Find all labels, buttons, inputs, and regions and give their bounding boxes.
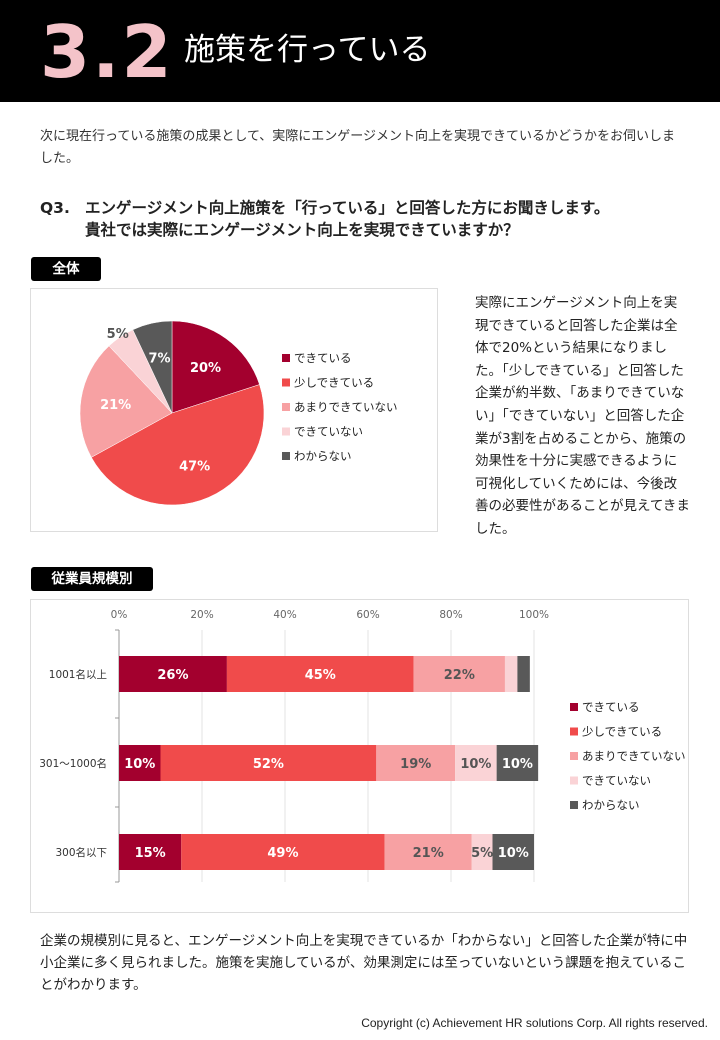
category-label: 1001名以上 <box>49 668 107 681</box>
category-label: 301～1000名 <box>39 757 107 770</box>
bar-segment <box>455 745 497 781</box>
legend-swatch <box>570 703 578 711</box>
legend-swatch <box>282 403 290 411</box>
x-tick-label: 40% <box>273 609 296 621</box>
legend-label: 少しできている <box>582 725 662 739</box>
pie-data-label: 21% <box>100 398 131 413</box>
page-header: 3.2 施策を行っている <box>0 0 720 102</box>
category-label: 300名以下 <box>55 846 107 859</box>
legend-swatch <box>282 452 290 460</box>
bar-segment <box>376 745 456 781</box>
bar-data-label: 49% <box>267 846 298 861</box>
pie-slice <box>79 345 173 458</box>
bar-segment <box>226 656 414 692</box>
pie-data-label: 47% <box>179 459 210 474</box>
legend-swatch <box>570 801 578 809</box>
bar-data-label: 10% <box>124 757 155 772</box>
pie-chart-panel: 20% 47% 21% 5% 7% できている少しできているあまりできていない できていない… <box>30 288 438 532</box>
pie-data-label: 5% <box>107 327 129 342</box>
bar-data-label: 45% <box>305 668 336 683</box>
bar-segment <box>496 745 539 781</box>
pie-slice <box>171 320 260 414</box>
bar-data-label: 10% <box>460 757 491 772</box>
pie-data-label: 20% <box>190 361 221 376</box>
bar-data-label: 22% <box>444 668 475 683</box>
legend-label: できている <box>294 351 352 365</box>
bar-data-label: 10% <box>502 757 533 772</box>
bar-segment <box>119 745 161 781</box>
x-tick-label: 100% <box>519 609 549 621</box>
intro-text: 次に現在行っている施策の成果として、実際にエンゲージメント向上を実現できているか… <box>40 129 676 166</box>
bar-data-label: 10% <box>498 846 529 861</box>
legend-swatch <box>282 427 290 436</box>
bar-data-label: 52% <box>253 757 284 772</box>
bar-chart-panel: 0% 20% 40% 60% 80% 100% 1001名以上 26% 45% 22% 301～10… <box>30 599 689 913</box>
pie-slice <box>132 320 173 414</box>
page-title: 施策を行っている <box>184 32 431 68</box>
bar-segment <box>471 834 493 870</box>
legend-label: 少しできている <box>294 376 374 390</box>
legend-swatch <box>282 354 290 362</box>
question-label: Q3. <box>40 199 70 217</box>
legend-swatch <box>570 776 578 785</box>
legend-label: できていない <box>294 425 363 439</box>
section-number: 3.2 <box>40 10 174 94</box>
bar-segment <box>504 656 518 692</box>
bar-segment <box>119 656 227 692</box>
legend-swatch <box>570 727 578 736</box>
bar-segment <box>181 834 385 870</box>
bar-data-label: 15% <box>135 846 166 861</box>
x-tick-label: 60% <box>356 609 379 621</box>
bar-data-label: 26% <box>157 668 188 683</box>
bar-segment <box>413 656 505 692</box>
legend-swatch <box>282 378 290 387</box>
legend-label: あまりできていない <box>294 400 398 414</box>
x-tick-label: 0% <box>111 609 128 621</box>
question-line-1: エンゲージメント向上施策を「行っている」と回答した方にお聞きします。 <box>85 199 610 217</box>
section-tag-size: 従業員規模別 <box>31 567 153 591</box>
bar-segment <box>384 834 472 870</box>
bar-data-label: 5% <box>471 846 493 861</box>
legend-label: あまりできていない <box>582 749 686 763</box>
legend-swatch <box>570 752 578 760</box>
legend-label: できている <box>582 700 640 714</box>
bar-data-label: 19% <box>400 757 431 772</box>
bar-segment <box>492 834 534 870</box>
summary-text: 実際にエンゲージメント向上を実現できていると回答した企業は全体で20%という結果… <box>475 295 690 537</box>
section-tag-all: 全体 <box>31 257 101 281</box>
conclusion-text: 企業の規模別に見ると、エンゲージメント向上を実現できているか「わからない」と回答… <box>40 933 688 993</box>
bar-segment <box>517 656 530 692</box>
stacked-bar-chart: 0% 20% 40% 60% 80% 100% 1001名以上 26% 45% 22% 301～10… <box>39 609 686 883</box>
legend-label: できていない <box>582 774 651 788</box>
legend-label: わからない <box>294 449 352 463</box>
bar-data-label: 21% <box>413 846 444 861</box>
legend-label: わからない <box>582 798 640 812</box>
bar-segment <box>160 745 377 781</box>
x-tick-label: 20% <box>190 609 213 621</box>
copyright: Copyright (c) Achievement HR solutions C… <box>361 1016 708 1030</box>
bar-segment <box>119 834 182 870</box>
pie-chart: 20% 47% 21% 5% 7% できている少しできているあまりできていないできていない… <box>79 320 398 506</box>
question-line-2: 貴社では実際にエンゲージメント向上を実現できていますか？ <box>85 221 519 239</box>
x-tick-label: 80% <box>439 609 462 621</box>
pie-slice <box>91 384 265 506</box>
pie-data-label: 7% <box>149 351 171 366</box>
